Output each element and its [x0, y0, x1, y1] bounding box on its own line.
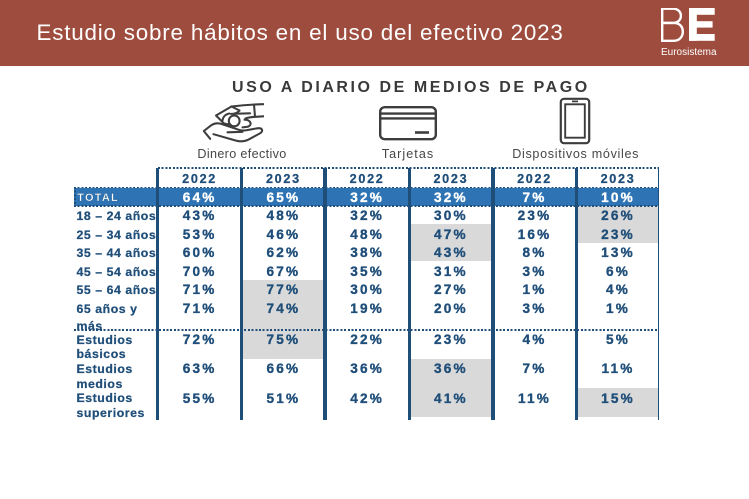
svg-text:Eurosistema: Eurosistema — [661, 47, 717, 58]
